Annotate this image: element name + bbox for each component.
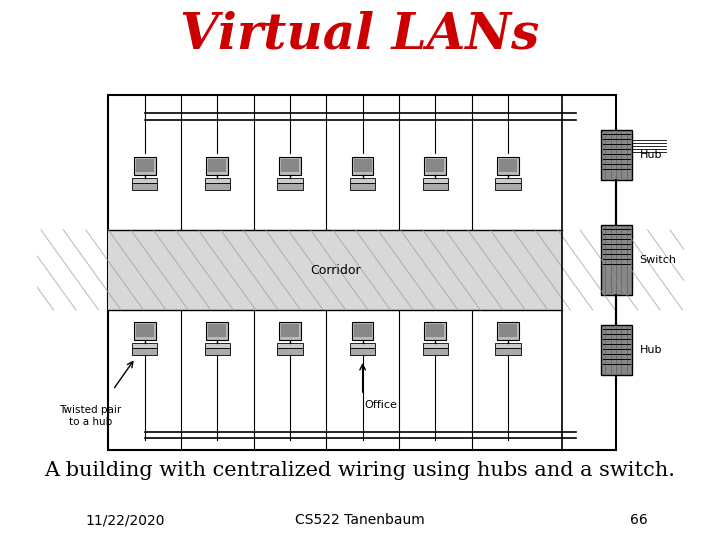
Bar xyxy=(207,157,228,175)
Text: CS522 Tanenbaum: CS522 Tanenbaum xyxy=(295,513,425,527)
Text: Office: Office xyxy=(364,400,397,410)
Bar xyxy=(350,178,375,183)
Text: Hub: Hub xyxy=(639,150,662,160)
Bar xyxy=(208,325,226,337)
Bar xyxy=(352,157,374,175)
Bar xyxy=(277,183,302,190)
Bar xyxy=(424,157,446,175)
Bar xyxy=(204,343,230,348)
Bar xyxy=(132,348,158,355)
Bar xyxy=(424,322,446,340)
Bar xyxy=(279,322,301,340)
Bar xyxy=(109,95,616,450)
Bar xyxy=(600,130,632,180)
Bar xyxy=(497,157,519,175)
Bar xyxy=(352,322,374,340)
Bar xyxy=(204,183,230,190)
Bar xyxy=(423,183,448,190)
Text: Twisted pair
to a hub: Twisted pair to a hub xyxy=(59,405,122,427)
Text: A building with centralized wiring using hubs and a switch.: A building with centralized wiring using… xyxy=(45,461,675,480)
Text: Virtual LANs: Virtual LANs xyxy=(181,10,539,59)
Bar xyxy=(135,325,154,337)
Bar xyxy=(279,157,301,175)
Bar xyxy=(497,322,519,340)
Bar xyxy=(204,178,230,183)
Bar xyxy=(281,325,299,337)
Bar xyxy=(423,343,448,348)
Bar xyxy=(499,159,517,172)
Bar xyxy=(207,322,228,340)
Bar xyxy=(426,325,444,337)
Text: Switch: Switch xyxy=(639,255,677,265)
Bar xyxy=(281,159,299,172)
Text: 11/22/2020: 11/22/2020 xyxy=(86,513,166,527)
Text: 66: 66 xyxy=(630,513,647,527)
Bar xyxy=(132,178,158,183)
Bar xyxy=(499,325,517,337)
Bar xyxy=(134,322,156,340)
Bar xyxy=(277,348,302,355)
Bar xyxy=(495,343,521,348)
Bar xyxy=(135,159,154,172)
Bar xyxy=(354,159,372,172)
Bar xyxy=(134,157,156,175)
Bar xyxy=(132,343,158,348)
Text: Hub: Hub xyxy=(639,345,662,355)
Bar xyxy=(109,230,562,310)
Bar xyxy=(277,178,302,183)
Bar xyxy=(495,183,521,190)
Bar xyxy=(350,348,375,355)
Bar xyxy=(423,178,448,183)
Text: Corridor: Corridor xyxy=(310,264,361,276)
Bar xyxy=(204,348,230,355)
Bar xyxy=(426,159,444,172)
Bar xyxy=(354,325,372,337)
Bar xyxy=(423,348,448,355)
Bar xyxy=(495,348,521,355)
Bar xyxy=(277,343,302,348)
Bar xyxy=(495,178,521,183)
Bar xyxy=(600,325,632,375)
Bar xyxy=(208,159,226,172)
Bar xyxy=(350,343,375,348)
Bar xyxy=(350,183,375,190)
Bar xyxy=(132,183,158,190)
Bar xyxy=(600,225,632,295)
